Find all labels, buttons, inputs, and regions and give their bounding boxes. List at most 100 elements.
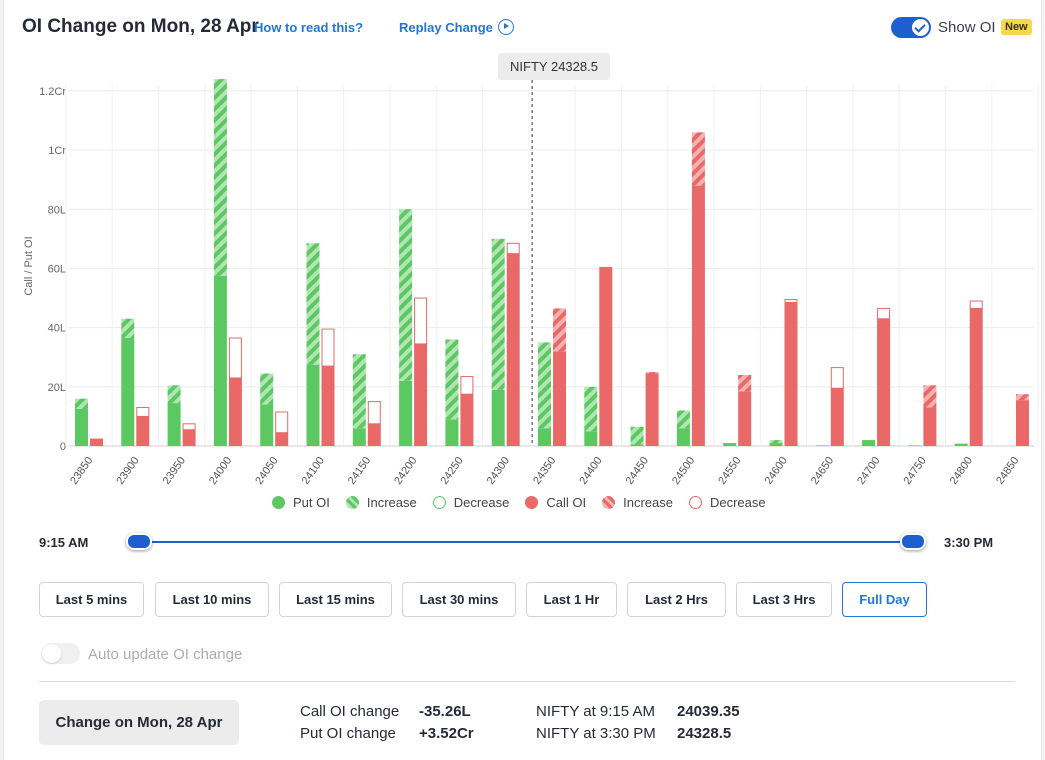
call-increase-bar <box>923 385 937 408</box>
legend-put-decrease-swatch <box>432 495 446 509</box>
range-button-last-5-mins[interactable]: Last 5 mins <box>39 582 144 617</box>
put-increase-bar <box>676 410 690 429</box>
call-oi-bar <box>460 394 474 446</box>
range-button-last-1-hr[interactable]: Last 1 Hr <box>526 582 617 617</box>
call-increase-bar <box>1016 394 1029 401</box>
put-oi-bar <box>260 404 274 446</box>
x-tick-label: 24650 <box>809 455 836 487</box>
put-increase-bar <box>306 243 320 365</box>
put-oi-bar <box>306 364 320 446</box>
call-decrease-bar <box>275 411 289 434</box>
call-oi-bar <box>784 302 798 446</box>
legend-call-oi: Call OI <box>525 495 586 510</box>
auto-update-toggle[interactable] <box>41 643 80 664</box>
x-tick-label: 24100 <box>300 455 327 487</box>
time-slider-track[interactable] <box>140 541 914 543</box>
call-oi-bar <box>321 366 335 446</box>
call-oi-bar <box>645 373 659 446</box>
legend-put-oi-swatch <box>272 495 285 509</box>
replay-change-link[interactable]: Replay Change <box>399 20 493 35</box>
call-oi-bar <box>228 377 242 446</box>
call-decrease-bar <box>228 337 242 379</box>
call-oi-bar <box>923 407 937 446</box>
range-button-last-30-mins[interactable]: Last 30 mins <box>402 582 516 617</box>
call-decrease-bar <box>969 300 983 309</box>
x-tick-label: 24350 <box>531 455 558 487</box>
put-increase-bar <box>445 339 459 420</box>
legend-call-increase-swatch <box>602 495 616 509</box>
call-oi-bar <box>1016 400 1029 446</box>
how-to-read-link[interactable]: How to read this? <box>254 20 364 35</box>
legend-put-decrease-label: Decrease <box>453 494 510 510</box>
put-increase-bar <box>167 385 181 404</box>
x-tick-label: 24250 <box>438 455 465 487</box>
auto-update-label: Auto update OI change <box>88 646 243 663</box>
slider-end-handle[interactable] <box>900 533 926 550</box>
legend-put-increase-swatch <box>345 495 359 509</box>
put-oi-bar <box>121 337 135 446</box>
check-icon <box>912 19 929 36</box>
call-oi-bar <box>90 438 103 446</box>
put-oi-bar <box>445 419 459 446</box>
range-button-last-15-mins[interactable]: Last 15 mins <box>279 582 392 617</box>
call-increase-bar <box>691 132 705 186</box>
legend-call-oi-swatch <box>525 495 539 509</box>
call-oi-bar <box>877 318 891 446</box>
nifty-start-value: 24039.35 <box>677 703 740 720</box>
put-oi-bar <box>491 389 505 446</box>
put-oi-bar <box>954 443 968 446</box>
call-oi-bar <box>506 253 520 446</box>
call-oi-change-label: Call OI change <box>300 703 400 720</box>
call-increase-bar <box>645 372 659 374</box>
x-tick-label: 24450 <box>624 455 651 487</box>
put-oi-bar <box>723 443 737 446</box>
show-oi-toggle[interactable] <box>891 17 931 38</box>
put-increase-bar <box>491 238 505 390</box>
legend-call-increase-label: Increase <box>623 494 673 510</box>
call-decrease-bar <box>506 242 520 255</box>
call-decrease-bar <box>784 299 798 303</box>
x-tick-label: 24200 <box>392 455 419 487</box>
y-tick-label: 40L <box>48 323 66 335</box>
new-badge: New <box>1001 19 1032 35</box>
put-oi-bar <box>167 403 181 446</box>
y-tick-label: 1Cr <box>48 145 66 157</box>
play-icon[interactable] <box>498 19 514 35</box>
change-on-date-button[interactable]: Change on Mon, 28 Apr <box>39 700 239 745</box>
call-decrease-bar <box>182 423 196 431</box>
legend-put-increase: Increase <box>345 495 417 510</box>
call-oi-bar <box>136 416 150 446</box>
slider-start-time: 9:15 AM <box>39 535 89 550</box>
call-oi-change-value: -35.26L <box>419 703 471 720</box>
put-oi-bar <box>584 431 598 446</box>
x-tick-label: 24050 <box>253 455 280 487</box>
nifty-end-value: 24328.5 <box>677 725 732 742</box>
put-oi-bar <box>213 275 227 446</box>
x-tick-label: 24850 <box>994 455 1021 487</box>
call-oi-bar <box>553 351 566 446</box>
range-button-last-10-mins[interactable]: Last 10 mins <box>155 582 269 617</box>
range-button-last-2-hrs[interactable]: Last 2 Hrs <box>627 582 726 617</box>
range-button-last-3-hrs[interactable]: Last 3 Hrs <box>736 582 832 617</box>
put-oi-bar <box>676 428 690 446</box>
divider <box>39 681 1015 682</box>
call-decrease-bar <box>136 407 150 417</box>
chart-legend: Put OI Increase Decrease Call OI Increas… <box>272 493 782 511</box>
put-oi-bar <box>769 443 783 446</box>
put-oi-bar <box>815 445 829 446</box>
x-tick-label: 23900 <box>114 455 141 487</box>
slider-start-handle[interactable] <box>126 533 152 550</box>
x-tick-label: 23950 <box>161 455 188 487</box>
range-button-full-day[interactable]: Full Day <box>842 582 927 617</box>
call-increase-bar <box>738 374 752 392</box>
legend-call-oi-label: Call OI <box>546 494 587 510</box>
put-oi-change-value: +3.52Cr <box>419 725 474 742</box>
call-decrease-bar <box>321 328 335 367</box>
call-decrease-bar <box>877 307 891 320</box>
call-oi-bar <box>414 343 428 446</box>
slider-end-time: 3:30 PM <box>944 535 994 550</box>
auto-update-toggle-knob <box>42 644 61 663</box>
nifty-start-label: NIFTY at 9:15 AM <box>536 703 655 720</box>
put-oi-bar <box>399 380 413 446</box>
call-oi-bar <box>275 432 289 446</box>
